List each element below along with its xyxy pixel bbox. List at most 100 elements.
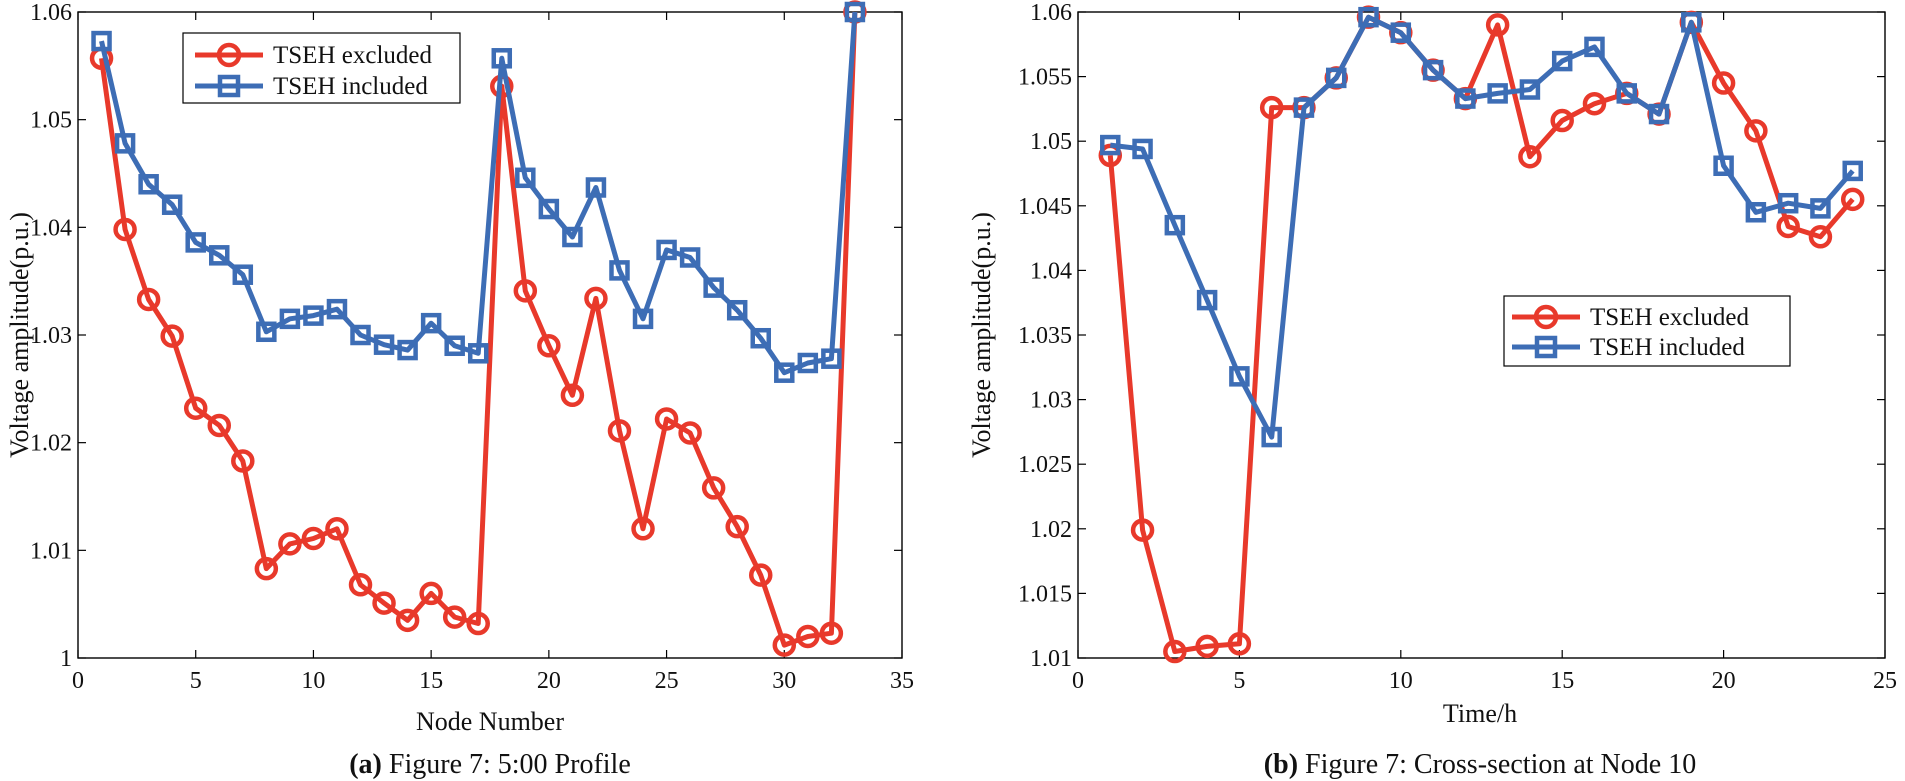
data-point-excluded-a — [584, 286, 608, 311]
data-point-included-a — [679, 247, 701, 268]
data-point-included-b — [1164, 214, 1186, 236]
data-point-excluded-a — [183, 396, 208, 420]
y-axis-label-a: Voltage amplitude(p.u.) — [5, 212, 34, 458]
data-point-included-b — [1745, 202, 1767, 223]
data-point-included-b — [1551, 50, 1573, 72]
data-point-excluded-a — [701, 476, 726, 500]
legend-b: TSEH excluded TSEH included — [1503, 295, 1791, 367]
data-point-included-a — [209, 245, 230, 266]
data-point-included-a — [279, 308, 301, 330]
data-point-excluded-a — [160, 324, 184, 348]
y-tick-label-b: 1.02 — [1030, 517, 1072, 543]
data-point-included-a — [444, 335, 465, 357]
x-tick-label-b: 25 — [1873, 668, 1897, 694]
data-point-included-a — [138, 174, 159, 195]
data-point-included-b — [1422, 59, 1444, 81]
data-point-excluded-b — [1711, 71, 1736, 95]
legend-marker-excluded-b — [1533, 304, 1559, 330]
data-point-included-b — [1132, 138, 1153, 160]
data-point-excluded-b — [1518, 144, 1542, 169]
data-point-included-a — [821, 348, 842, 369]
data-point-excluded-a — [278, 532, 302, 556]
data-point-included-b — [1261, 426, 1282, 448]
data-point-excluded-a — [537, 334, 561, 358]
y-tick-label-b: 1.025 — [1018, 452, 1072, 478]
legend-marker-excluded-a — [216, 42, 242, 68]
data-point-excluded-b — [1582, 91, 1607, 116]
data-point-excluded-b — [1776, 214, 1800, 239]
data-point-included-a — [161, 194, 183, 215]
y-tick-label-a: 1.05 — [30, 108, 72, 134]
y-tick-label-b: 1.05 — [1030, 129, 1072, 155]
data-point-included-a — [703, 277, 724, 298]
x-tick-label-b: 10 — [1389, 668, 1413, 694]
data-point-included-a — [797, 352, 819, 374]
data-point-excluded-b — [1744, 119, 1768, 143]
caption-letter-a: (a) — [349, 749, 382, 780]
x-tick-label-a: 20 — [537, 668, 561, 694]
data-point-included-b — [1810, 198, 1831, 219]
y-tick-label-a: 1.06 — [30, 0, 72, 26]
data-point-excluded-a — [796, 624, 820, 649]
data-point-excluded-b — [1808, 225, 1833, 249]
data-point-included-b — [1648, 103, 1670, 125]
data-point-included-b — [1455, 88, 1476, 109]
data-point-included-a — [538, 198, 560, 220]
data-point-included-a — [326, 298, 348, 320]
data-point-excluded-a — [136, 287, 161, 312]
data-point-included-b — [1100, 134, 1121, 156]
x-tick-label-a: 25 — [655, 668, 679, 694]
y-tick-label-b: 1.045 — [1018, 194, 1072, 220]
data-point-excluded-b — [1485, 13, 1510, 37]
caption-letter-b: (b) — [1264, 749, 1298, 780]
y-tick-label-b: 1.06 — [1030, 0, 1072, 26]
data-point-excluded-b — [1840, 187, 1865, 212]
data-point-included-a — [774, 362, 795, 383]
data-point-excluded-b — [1195, 634, 1219, 659]
y-tick-label-a: 1 — [60, 646, 72, 672]
data-point-included-b — [1358, 6, 1379, 28]
series-group-a — [89, 0, 867, 657]
data-point-included-b — [1325, 67, 1347, 89]
data-point-excluded-a — [442, 605, 467, 629]
data-point-included-a — [350, 324, 371, 346]
chart-panel-a: 0 5 10 15 20 25 30 3511.011.021.031.041.051.06 … — [5, 0, 914, 780]
legend-marker-included-b — [1534, 335, 1558, 359]
data-point-included-b — [1681, 12, 1702, 33]
data-point-included-b — [1584, 36, 1605, 58]
data-point-included-b — [1196, 289, 1218, 311]
data-point-excluded-a — [231, 449, 255, 473]
legend-label-excluded-b: TSEH excluded — [1590, 304, 1749, 331]
x-tick-label-b: 20 — [1712, 668, 1736, 694]
x-tick-label-b: 5 — [1233, 668, 1245, 694]
y-tick-label-b: 1.015 — [1018, 581, 1072, 607]
data-point-included-a — [585, 177, 607, 198]
y-axis-label-b: Voltage amplitude(p.u.) — [967, 212, 996, 458]
x-tick-label-a: 30 — [772, 668, 796, 694]
x-tick-label-a: 35 — [890, 668, 914, 694]
x-tick-label-a: 5 — [190, 668, 202, 694]
data-point-excluded-a — [654, 407, 679, 431]
x-tick-label-b: 15 — [1550, 668, 1574, 694]
x-axis-label-b: Time/h — [1443, 699, 1517, 728]
data-point-included-a — [91, 30, 112, 52]
y-tick-label-a: 1.03 — [30, 323, 72, 349]
data-point-included-a — [726, 299, 748, 321]
data-point-included-a — [373, 334, 395, 355]
data-point-included-a — [656, 239, 677, 261]
data-point-excluded-a — [819, 621, 844, 645]
data-point-excluded-a — [348, 573, 373, 597]
y-tick-label-b: 1.035 — [1018, 323, 1072, 349]
data-point-included-a — [420, 312, 442, 334]
data-point-excluded-a — [678, 421, 702, 445]
data-point-excluded-a — [301, 526, 326, 551]
x-tick-label-a: 0 — [72, 668, 84, 694]
tick-group-a: 0 5 10 15 20 25 30 35 1 1.01 1.02 1.03 1.04 1.05 1.06 — [30, 0, 914, 694]
data-point-included-b — [1487, 83, 1508, 104]
data-point-included-a — [609, 260, 630, 281]
data-point-excluded-a — [560, 383, 585, 408]
series-group-b — [1098, 5, 1865, 664]
data-point-included-a — [515, 167, 536, 189]
x-tick-label-b: 0 — [1072, 668, 1084, 694]
data-point-included-a — [256, 321, 277, 343]
